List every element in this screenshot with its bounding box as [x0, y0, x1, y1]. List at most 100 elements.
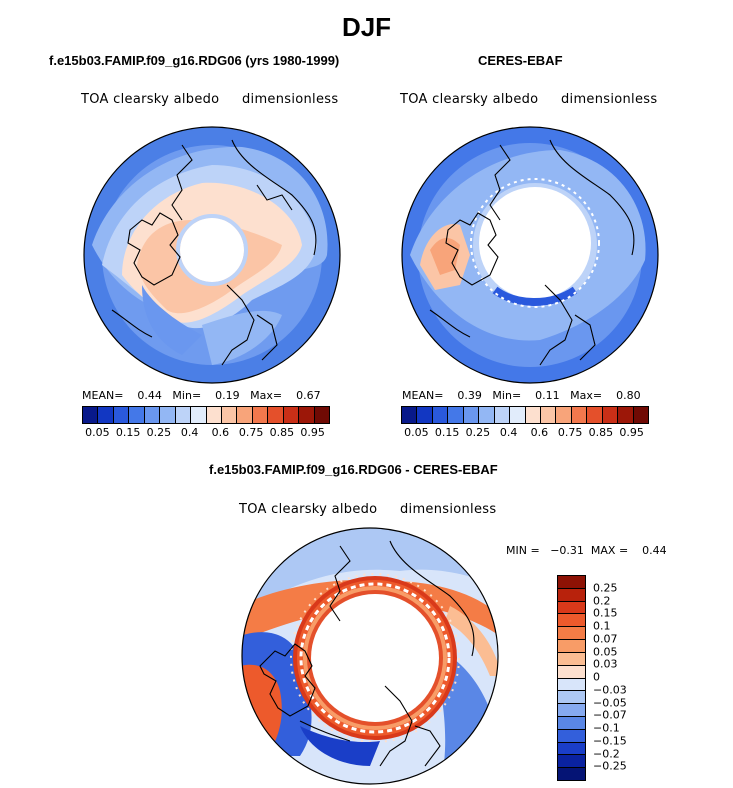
- colorbar-swatch: [558, 768, 585, 780]
- colorbar-swatch: [144, 407, 161, 423]
- colorbar-tick-label: 0.2: [593, 594, 611, 607]
- colorbar-swatch: [558, 704, 585, 717]
- colorbar-swatch: [558, 678, 585, 692]
- colorbar-tick-label: −0.03: [593, 683, 627, 697]
- colorbar-tick-label: 0.25: [146, 426, 172, 439]
- colorbar-swatch: [252, 407, 269, 423]
- colorbar-tick-label: 0.85: [588, 426, 614, 439]
- colorbar-tick-label: 0.6: [211, 426, 230, 439]
- diff-colorbar: [557, 575, 586, 781]
- colorbar-swatch: [98, 407, 114, 423]
- colorbar-swatch: [206, 407, 222, 423]
- colorbar-tick-label: 0.6: [530, 426, 549, 439]
- model-max-label: Max=: [250, 389, 283, 402]
- model-variable-label: TOA clearsky albedo: [81, 92, 220, 107]
- colorbar-swatch: [558, 588, 585, 602]
- colorbar-swatch: [283, 407, 300, 423]
- model-units-label: dimensionless: [242, 92, 339, 107]
- colorbar-tick-label: 0.07: [593, 632, 618, 646]
- model-panel-title: f.e15b03.FAMIP.f09_g16.RDG06 (yrs 1980-1…: [49, 53, 340, 68]
- page-title: DJF: [341, 12, 392, 42]
- colorbar-swatch: [402, 407, 418, 423]
- colorbar-swatch: [299, 407, 315, 423]
- obs-units-label: dimensionless: [561, 92, 658, 107]
- model-stats: MEAN= 0.44 Min= 0.19 Max= 0.67: [82, 389, 321, 402]
- colorbar-tick-label: 0.4: [499, 426, 518, 439]
- colorbar-tick-label: 0.1: [593, 619, 611, 633]
- colorbar-tick-label: −0.15: [593, 734, 627, 748]
- obs-polar-map: [401, 126, 659, 384]
- colorbar-swatch: [129, 407, 145, 423]
- colorbar-swatch: [558, 614, 585, 628]
- model-polar-map: [83, 126, 341, 384]
- obs-mean-label: MEAN=: [402, 389, 444, 402]
- colorbar-swatch: [221, 407, 238, 423]
- colorbar-swatch: [558, 640, 585, 653]
- colorbar-swatch: [558, 742, 585, 756]
- colorbar-swatch: [525, 407, 541, 423]
- colorbar-swatch: [558, 665, 585, 679]
- diff-min-label: MIN =: [506, 544, 540, 557]
- colorbar-tick-label: 0.75: [238, 426, 264, 439]
- colorbar-tick-label: 0.05: [85, 426, 110, 439]
- colorbar-swatch: [558, 729, 585, 743]
- model-mean-value: 0.44: [137, 389, 162, 402]
- model-colorbar: [82, 406, 330, 424]
- colorbar-swatch: [618, 407, 634, 423]
- colorbar-tick-label: 0.95: [300, 426, 325, 439]
- diff-units-label: dimensionless: [400, 502, 497, 517]
- colorbar-tick-label: 0.4: [180, 426, 199, 439]
- diff-max-label: MAX =: [590, 544, 629, 557]
- colorbar-swatch: [558, 652, 585, 666]
- obs-colorbar: [401, 406, 649, 424]
- colorbar-swatch: [558, 601, 585, 615]
- obs-variable-label: TOA clearsky albedo: [400, 92, 539, 107]
- colorbar-swatch: [175, 407, 192, 423]
- diff-panel-title: f.e15b03.FAMIP.f09_g16.RDG06 - CERES-EBA…: [209, 462, 498, 477]
- colorbar-swatch: [633, 407, 648, 423]
- diff-min-value: −0.31: [550, 544, 584, 557]
- colorbar-tick-label: 0.15: [593, 606, 618, 620]
- colorbar-swatch: [556, 407, 572, 423]
- colorbar-swatch: [83, 407, 99, 423]
- diff-stats: MIN = −0.31 MAX = 0.44: [506, 544, 667, 557]
- colorbar-swatch: [314, 407, 329, 423]
- colorbar-swatch: [160, 407, 176, 423]
- colorbar-swatch: [571, 407, 588, 423]
- obs-max-label: Max=: [570, 389, 603, 402]
- colorbar-swatch: [602, 407, 619, 423]
- colorbar-swatch: [463, 407, 480, 423]
- colorbar-swatch: [417, 407, 433, 423]
- colorbar-swatch: [558, 576, 585, 589]
- model-min-value: 0.19: [215, 389, 240, 402]
- colorbar-swatch: [510, 407, 526, 423]
- colorbar-tick-label: 0.25: [593, 581, 618, 595]
- colorbar-swatch: [558, 691, 585, 705]
- model-colorbar-ticks: 0.05 0.15 0.25 0.4 0.6 0.75 0.85 0.95: [82, 426, 328, 440]
- obs-mean-value: 0.39: [457, 389, 482, 402]
- obs-min-label: Min=: [492, 389, 522, 402]
- colorbar-swatch: [558, 755, 585, 769]
- colorbar-tick-label: 0.75: [557, 426, 583, 439]
- colorbar-swatch: [432, 407, 449, 423]
- colorbar-tick-label: 0.25: [465, 426, 491, 439]
- diff-variable-label: TOA clearsky albedo: [239, 502, 378, 517]
- obs-stats: MEAN= 0.39 Min= 0.11 Max= 0.80: [402, 389, 641, 402]
- colorbar-tick-label: −0.05: [593, 696, 627, 709]
- model-min-label: Min=: [172, 389, 202, 402]
- colorbar-swatch: [494, 407, 511, 423]
- colorbar-swatch: [448, 407, 464, 423]
- colorbar-swatch: [479, 407, 495, 423]
- colorbar-swatch: [540, 407, 557, 423]
- colorbar-tick-label: 0.03: [593, 657, 618, 671]
- obs-panel-title: CERES-EBAF: [478, 53, 563, 68]
- model-mean-label: MEAN=: [82, 389, 124, 402]
- colorbar-tick-label: 0.85: [269, 426, 295, 439]
- colorbar-tick-label: 0.15: [434, 426, 460, 439]
- diff-colorbar-ticks: 0.25 0.2 0.15 0.1 0.07 0.05 0.03 0 −0.03 −0.05 −0.…: [593, 575, 653, 779]
- obs-max-value: 0.80: [616, 389, 641, 402]
- colorbar-swatch: [558, 716, 585, 730]
- obs-colorbar-ticks: 0.05 0.15 0.25 0.4 0.6 0.75 0.85 0.95: [401, 426, 647, 440]
- colorbar-tick-label: 0: [593, 670, 600, 684]
- colorbar-swatch: [268, 407, 284, 423]
